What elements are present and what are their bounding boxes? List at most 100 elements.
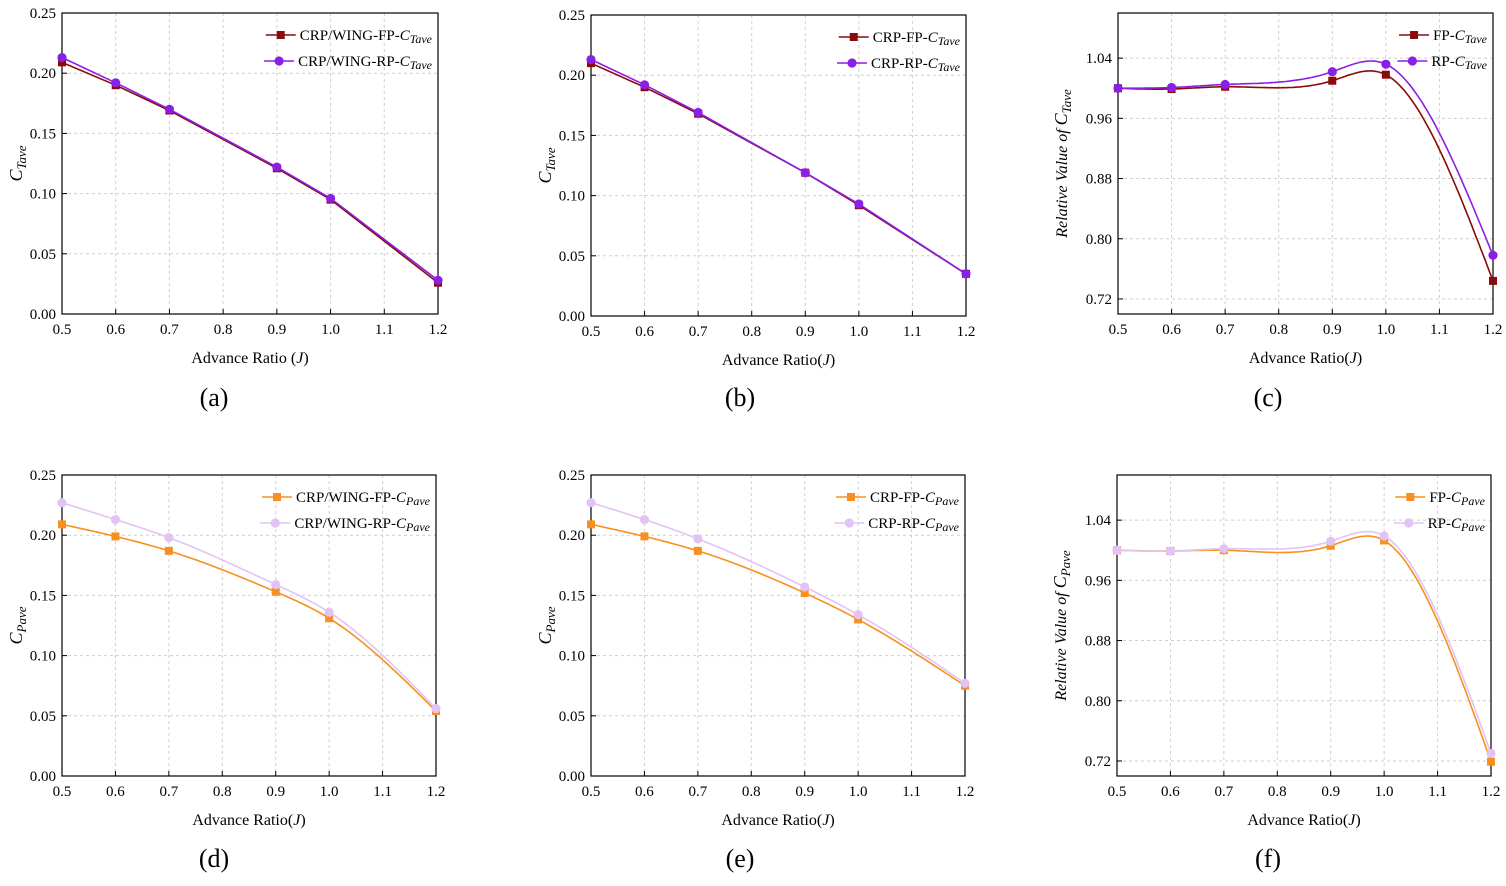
x-tick-label: 0.9 xyxy=(1321,784,1340,800)
data-point xyxy=(1486,748,1496,759)
y-tick-label: 0.10 xyxy=(30,187,56,203)
legend: CRP/WING-FP-CPave CRP/WING-RP-CPave xyxy=(260,490,431,534)
data-point xyxy=(1327,67,1337,77)
legend-swatch-marker xyxy=(270,518,280,528)
x-tick-label: 1.1 xyxy=(903,324,922,340)
x-tick-label: 1.2 xyxy=(956,784,975,800)
data-point xyxy=(639,514,650,525)
y-tick-label: 0.00 xyxy=(30,307,56,323)
data-point xyxy=(1113,83,1123,93)
data-point xyxy=(1381,70,1390,79)
data-point xyxy=(57,498,67,508)
data-point xyxy=(433,275,443,285)
plot-frame xyxy=(1117,12,1494,315)
data-point xyxy=(693,107,703,118)
series-line xyxy=(1118,70,1494,282)
y-tick-label: 0.00 xyxy=(559,769,585,785)
series-crp-wing-rp-line xyxy=(57,52,443,285)
series-line xyxy=(61,523,437,712)
y-tick-label: 0.25 xyxy=(559,8,585,24)
data-point xyxy=(1381,59,1391,69)
legend-swatch-marker xyxy=(274,56,284,66)
plot-frame xyxy=(61,474,437,777)
x-axis-title: Advance Ratio(J) xyxy=(722,352,835,369)
data-point xyxy=(164,104,175,114)
legend-swatch-marker xyxy=(1407,56,1418,66)
data-point xyxy=(271,587,280,596)
x-tick-label: 0.6 xyxy=(1162,322,1181,338)
y-tick-label: 0.20 xyxy=(559,68,585,84)
panel-label: (c) xyxy=(1254,383,1283,412)
x-tick-label: 1.1 xyxy=(1430,322,1449,338)
x-tick-label: 0.7 xyxy=(1214,784,1233,800)
x-tick-label: 0.8 xyxy=(742,784,761,800)
y-tick-label: 0.15 xyxy=(559,128,585,144)
chart-panel-b: 0.5 0.6 0.7 0.8 0.9 1.0 1.1 1.2 0.00 0.05 0.10 0.15… xyxy=(535,8,975,369)
x-tick-label: 0.7 xyxy=(159,784,178,800)
series-rp-line xyxy=(1112,530,1496,759)
x-tick-label: 1.2 xyxy=(429,322,448,338)
y-axis-title: Relative Value of CPave xyxy=(1050,550,1073,702)
x-tick-label: 1.0 xyxy=(321,322,340,338)
legend-label: FP-CPave xyxy=(1429,490,1485,508)
y-tick-label: 0.96 xyxy=(1086,111,1113,127)
data-point xyxy=(586,498,596,508)
data-point xyxy=(1326,536,1336,546)
x-tick-label: 1.1 xyxy=(902,784,921,800)
x-tick-label: 0.7 xyxy=(688,784,707,800)
y-axis-title: CPave xyxy=(6,606,29,644)
y-tick-label: 0.72 xyxy=(1086,292,1112,308)
data-point xyxy=(1219,544,1229,554)
data-point xyxy=(325,193,336,204)
x-tick-label: 0.9 xyxy=(1323,322,1342,338)
legend-swatch-marker xyxy=(1410,31,1419,39)
chart-panel-d: 0.5 0.6 0.7 0.8 0.9 1.0 1.1 1.2 0.00 0.05 0.10 0.15… xyxy=(6,468,445,829)
x-tick-label: 0.5 xyxy=(53,784,72,800)
x-tick-label: 0.9 xyxy=(267,322,286,338)
data-point xyxy=(58,58,66,67)
series-line xyxy=(1117,535,1492,762)
y-tick-label: 1.04 xyxy=(1085,513,1112,529)
chart-panel-e: 0.5 0.6 0.7 0.8 0.9 1.0 1.1 1.2 0.00 0.05 0.10 0.15… xyxy=(535,468,974,829)
x-axis-title: Advance Ratio(J) xyxy=(192,812,305,829)
data-point xyxy=(586,54,596,65)
data-point xyxy=(111,78,121,88)
legend-swatch-marker xyxy=(846,493,855,501)
series-line xyxy=(1117,530,1492,754)
x-axis-title: Advance Ratio(J) xyxy=(721,812,834,829)
series-line xyxy=(590,501,966,684)
data-point xyxy=(1328,76,1337,85)
x-tick-label: 0.8 xyxy=(214,322,233,338)
y-tick-label: 0.25 xyxy=(30,6,56,22)
chart-panel-c: 0.5 0.6 0.7 0.8 0.9 1.0 1.1 1.2 0.72 0.80 0.88 0.96… xyxy=(1051,12,1502,367)
panel-label: (d) xyxy=(199,844,229,873)
x-tick-label: 0.6 xyxy=(635,784,654,800)
y-tick-label: 0.10 xyxy=(30,649,56,665)
x-axis-title: Advance Ratio (J) xyxy=(191,350,308,367)
y-tick-label: 0.88 xyxy=(1085,634,1111,650)
data-point xyxy=(961,269,971,279)
x-tick-label: 0.5 xyxy=(1108,784,1127,800)
data-point xyxy=(960,678,970,688)
legend-label: CRP/WING-RP-CPave xyxy=(294,516,430,534)
x-tick-label: 0.8 xyxy=(213,784,232,800)
panel-label: (a) xyxy=(200,383,229,412)
x-tick-label: 1.0 xyxy=(849,324,868,340)
legend-label: CRP/WING-RP-CTave xyxy=(298,54,433,72)
x-tick-label: 1.1 xyxy=(375,322,394,338)
legend-swatch-marker xyxy=(1404,518,1414,528)
x-tick-label: 0.5 xyxy=(53,322,72,338)
y-tick-label: 0.10 xyxy=(559,189,585,205)
legend-swatch-marker xyxy=(1406,493,1415,501)
y-axis-title: CTave xyxy=(535,147,558,183)
data-point xyxy=(111,532,120,541)
data-point xyxy=(640,532,649,541)
legend-label: CRP/WING-FP-CPave xyxy=(296,490,431,508)
data-point xyxy=(693,534,703,544)
data-point xyxy=(324,607,334,617)
y-tick-label: 0.20 xyxy=(559,528,585,544)
y-tick-label: 0.05 xyxy=(559,709,585,725)
series-crp-rp-line xyxy=(586,54,971,279)
data-point xyxy=(854,615,863,624)
x-tick-label: 0.8 xyxy=(1268,784,1287,800)
